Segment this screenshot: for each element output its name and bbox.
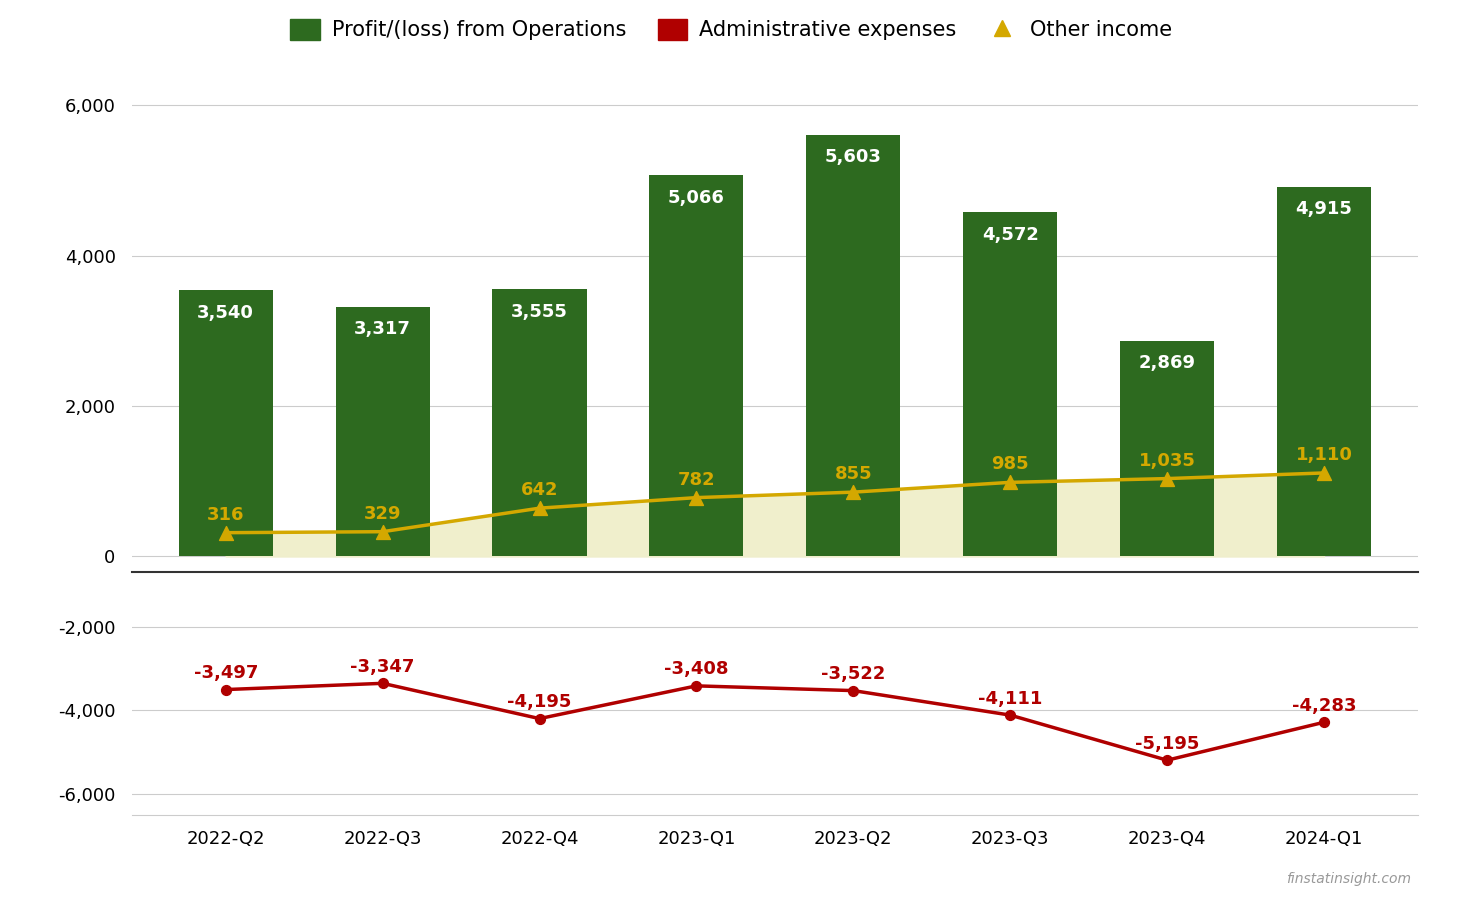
- Bar: [1276, 186, 1371, 556]
- Text: -4,283: -4,283: [1292, 697, 1357, 715]
- Text: -5,195: -5,195: [1135, 734, 1199, 752]
- Text: 1,110: 1,110: [1295, 446, 1352, 464]
- Text: -3,347: -3,347: [351, 658, 415, 676]
- Text: -3,408: -3,408: [664, 661, 728, 679]
- Text: 4,915: 4,915: [1295, 200, 1352, 218]
- Text: -4,111: -4,111: [978, 689, 1042, 707]
- Text: 782: 782: [677, 471, 715, 489]
- Text: -4,195: -4,195: [507, 693, 572, 711]
- Text: 1,035: 1,035: [1139, 452, 1196, 470]
- Bar: [493, 289, 586, 556]
- Point: [842, 485, 866, 500]
- Text: 3,555: 3,555: [512, 302, 567, 320]
- Bar: [806, 135, 901, 556]
- Text: 2,869: 2,869: [1139, 354, 1196, 372]
- Point: [1155, 472, 1178, 486]
- Point: [1155, 753, 1178, 768]
- Point: [528, 711, 551, 725]
- Bar: [1120, 340, 1213, 556]
- Text: 3,540: 3,540: [197, 303, 254, 321]
- Text: 855: 855: [835, 465, 873, 483]
- Point: [999, 708, 1022, 723]
- Point: [999, 475, 1022, 490]
- Text: finstatinsight.com: finstatinsight.com: [1287, 872, 1411, 886]
- Legend: Profit/(loss) from Operations, Administrative expenses, Other income: Profit/(loss) from Operations, Administr…: [282, 11, 1180, 49]
- Point: [371, 525, 395, 539]
- Text: 985: 985: [991, 455, 1029, 473]
- Text: 3,317: 3,317: [354, 320, 411, 338]
- Text: -3,522: -3,522: [822, 665, 886, 683]
- Point: [371, 676, 395, 690]
- Text: 329: 329: [364, 505, 402, 523]
- Bar: [178, 290, 273, 556]
- Point: [1313, 465, 1336, 480]
- Text: 5,603: 5,603: [825, 148, 882, 166]
- Point: [684, 679, 708, 693]
- Text: -3,497: -3,497: [193, 664, 257, 682]
- Point: [213, 526, 237, 540]
- Point: [213, 682, 237, 697]
- Bar: [649, 176, 744, 556]
- Text: 642: 642: [520, 482, 558, 500]
- Text: 5,066: 5,066: [668, 189, 725, 207]
- Bar: [963, 212, 1057, 556]
- Point: [528, 501, 551, 516]
- Point: [1313, 716, 1336, 730]
- Text: 4,572: 4,572: [982, 226, 1038, 244]
- Bar: [336, 307, 430, 556]
- Text: 316: 316: [208, 506, 244, 524]
- Point: [842, 683, 866, 698]
- Point: [684, 491, 708, 505]
